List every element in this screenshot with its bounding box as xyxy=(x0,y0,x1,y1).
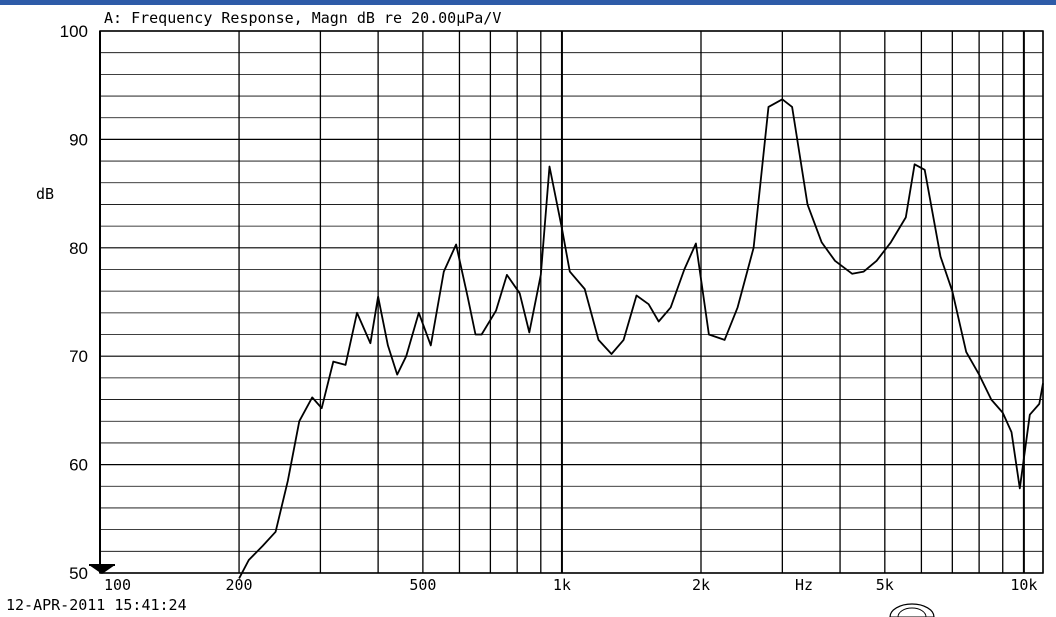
grid xyxy=(99,30,1044,574)
plot-frame xyxy=(99,30,1044,574)
x-tick-label: 500 xyxy=(409,576,436,594)
reference-triangle-icon xyxy=(89,565,115,574)
timestamp: 12-APR-2011 15:41:24 xyxy=(6,596,187,614)
x-tick-label: 100 xyxy=(104,576,131,594)
x-tick-label: 2k xyxy=(692,576,710,594)
y-tick-label: 60 xyxy=(69,456,88,475)
y-tick-label: 90 xyxy=(69,130,88,149)
response-curve xyxy=(238,98,1044,579)
x-tick-label: 5k xyxy=(876,576,894,594)
y-tick-labels: 50 60 70 80 90 100 xyxy=(60,22,88,583)
y-tick-label: 80 xyxy=(69,239,88,258)
x-tick-label: 10k xyxy=(1010,576,1037,594)
chart-title: A: Frequency Response, Magn dB re 20.00µ… xyxy=(104,9,501,27)
y-tick-label: 70 xyxy=(69,347,88,366)
y-axis-label: dB xyxy=(36,185,54,203)
x-tick-label: 200 xyxy=(226,576,253,594)
x-tick-labels: 100 200 500 1k 2k 5k 10k xyxy=(104,576,1037,594)
x-axis-unit-label: Hz xyxy=(795,576,813,594)
y-tick-label: 50 xyxy=(69,564,88,583)
x-tick-label: 1k xyxy=(553,576,571,594)
logo-icon xyxy=(889,603,935,617)
top-accent-bar xyxy=(0,0,1056,5)
y-tick-label: 100 xyxy=(60,22,88,41)
